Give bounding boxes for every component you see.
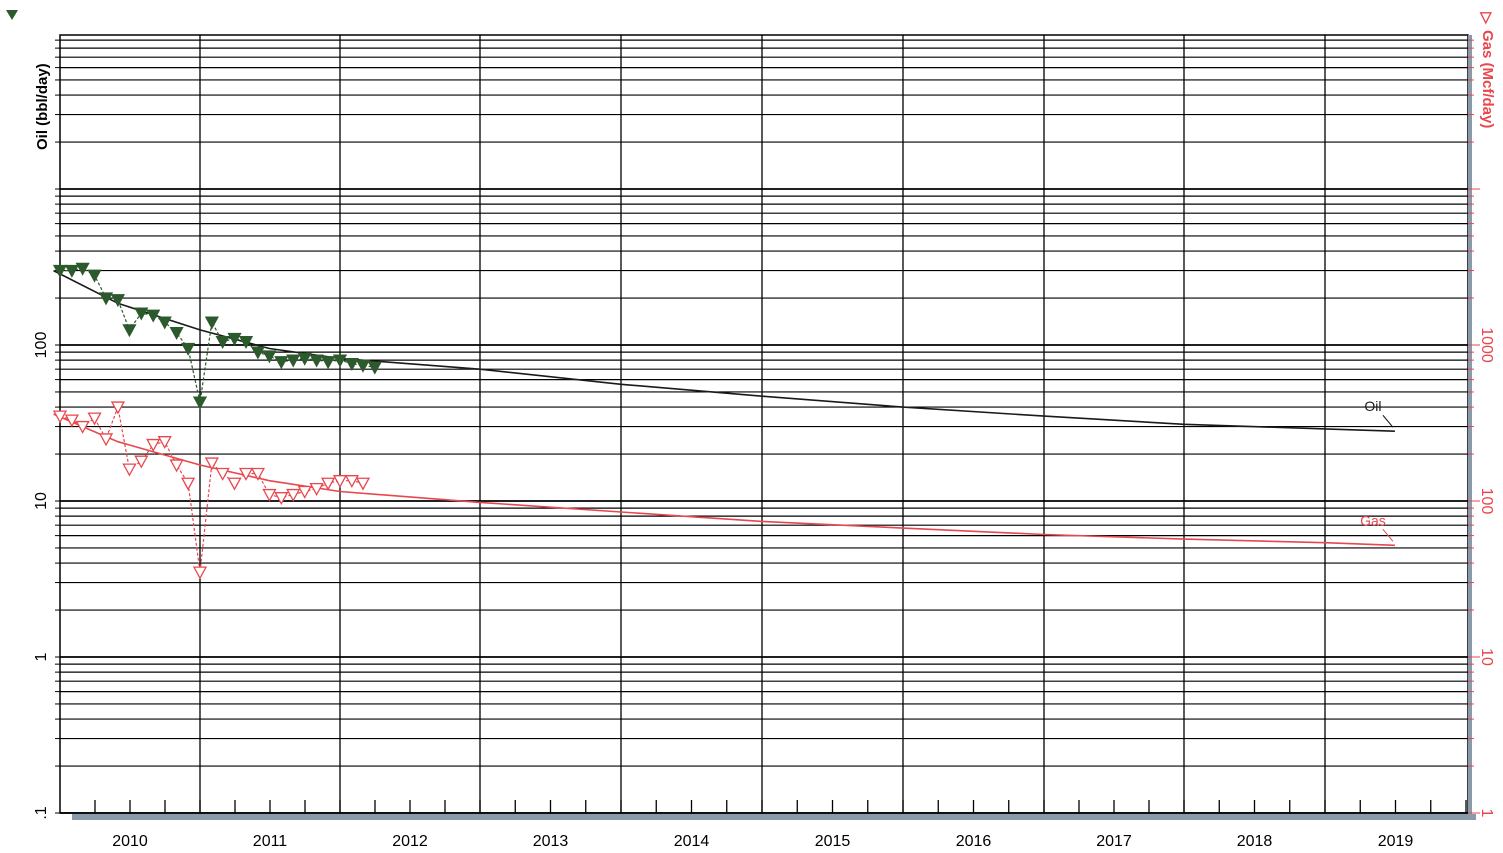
gas-marker: [227, 477, 242, 491]
gas-marker: [297, 485, 312, 499]
forecast-lines: [53, 269, 1395, 547]
gas-marker: [332, 475, 348, 489]
x-tick-label: 2019: [1378, 833, 1414, 850]
oil-marker: [169, 326, 184, 341]
gas-history-line: [59, 404, 364, 573]
series-lines: [59, 267, 375, 573]
right-axis-strip: [1468, 35, 1472, 815]
right-axis-ticks: 1 10 100 1000: [1468, 39, 1495, 818]
oil-marker: [274, 356, 289, 370]
oil-history-line: [60, 267, 375, 403]
oil-curve-label: Oil: [1364, 398, 1381, 414]
gas-axis-title: Gas (Mcf/day): [1479, 30, 1496, 128]
oil-legend-icon: [6, 10, 18, 20]
oil-marker: [110, 294, 126, 308]
gas-marker: [321, 477, 336, 491]
gas-marker: [146, 438, 161, 452]
gas-legend-icon: ▽: [1479, 9, 1492, 26]
gas-marker: [274, 492, 289, 506]
x-tick-label: 2015: [815, 833, 851, 850]
oil-marker: [367, 361, 382, 375]
oil-marker: [286, 354, 301, 368]
x-tick-label: 2013: [533, 833, 569, 850]
series-markers: [52, 262, 382, 580]
gas-marker: [204, 457, 219, 471]
oil-axis-title: Oil (bbl/day): [34, 63, 51, 150]
x-axis-ticks: 2010 2011 2012 2013 2014 2015 2016 2017 2018 2019: [94, 800, 1467, 850]
gas-marker: [122, 463, 137, 477]
oil-marker: [355, 359, 371, 373]
gas-marker: [250, 467, 266, 481]
oil-marker: [192, 396, 208, 410]
oil-marker: [64, 264, 79, 278]
x-tick-label: 2018: [1237, 833, 1273, 850]
gas-curve-label: Gas: [1360, 512, 1386, 528]
x-axis-strip: [72, 814, 1476, 820]
oil-marker: [52, 264, 68, 278]
right-tick-label: 1000: [1478, 327, 1495, 363]
x-tick-label: 2012: [392, 833, 428, 850]
oil-marker: [227, 332, 242, 346]
gas-marker: [64, 414, 79, 428]
oil-marker: [262, 350, 277, 364]
gas-marker: [87, 412, 102, 426]
gas-marker: [110, 401, 126, 415]
right-tick-label: 1: [1478, 809, 1495, 818]
oil-marker: [297, 352, 312, 366]
right-tick-label: 100: [1478, 488, 1495, 515]
gas-marker: [98, 433, 114, 447]
x-tick-label: 2017: [1096, 833, 1132, 850]
gas-marker: [169, 459, 184, 473]
oil-marker: [332, 354, 348, 368]
left-tick-label: .1: [33, 806, 50, 819]
oil-marker: [309, 354, 324, 368]
gas-marker: [286, 488, 301, 502]
oil-marker: [181, 342, 196, 356]
oil-marker: [87, 269, 102, 283]
curve-labels: Oil Gas: [1360, 398, 1394, 542]
oil-marker: [75, 262, 90, 276]
gas-marker: [309, 482, 324, 497]
gas-marker: [134, 455, 149, 469]
gas-marker: [344, 475, 359, 489]
x-tick-label: 2010: [112, 833, 148, 850]
left-tick-label: 100: [33, 332, 50, 359]
oil-curve-label-leader: [1382, 414, 1394, 428]
oil-marker: [134, 307, 149, 321]
gas-marker: [52, 410, 68, 424]
oil-marker: [204, 316, 219, 330]
gas-marker: [262, 488, 277, 502]
oil-marker: [98, 292, 114, 306]
gas-marker: [238, 467, 254, 481]
oil-forecast-line: [53, 269, 1395, 432]
gas-marker: [192, 566, 208, 580]
oil-marker: [146, 309, 161, 323]
right-tick-label: 10: [1478, 648, 1495, 666]
left-tick-label: 1: [33, 652, 50, 661]
oil-marker: [122, 324, 137, 338]
oil-marker: [344, 357, 359, 371]
gas-forecast-line: [53, 413, 1395, 547]
gas-marker: [355, 477, 371, 491]
left-tick-label: 10: [33, 492, 50, 510]
left-axis-ticks: .1 1 10 100: [33, 39, 60, 820]
x-tick-label: 2011: [253, 833, 288, 850]
gas-marker: [75, 420, 90, 434]
oil-marker: [250, 346, 266, 360]
x-tick-label: 2016: [956, 833, 992, 850]
gas-marker: [181, 477, 196, 491]
gas-marker: [157, 436, 172, 450]
gas-curve-label-leader: [1382, 528, 1394, 542]
oil-marker: [215, 336, 230, 350]
oil-marker: [321, 356, 336, 370]
gas-marker: [215, 467, 230, 481]
oil-marker: [238, 336, 254, 350]
x-tick-label: 2014: [674, 833, 710, 850]
oil-marker: [157, 316, 172, 330]
